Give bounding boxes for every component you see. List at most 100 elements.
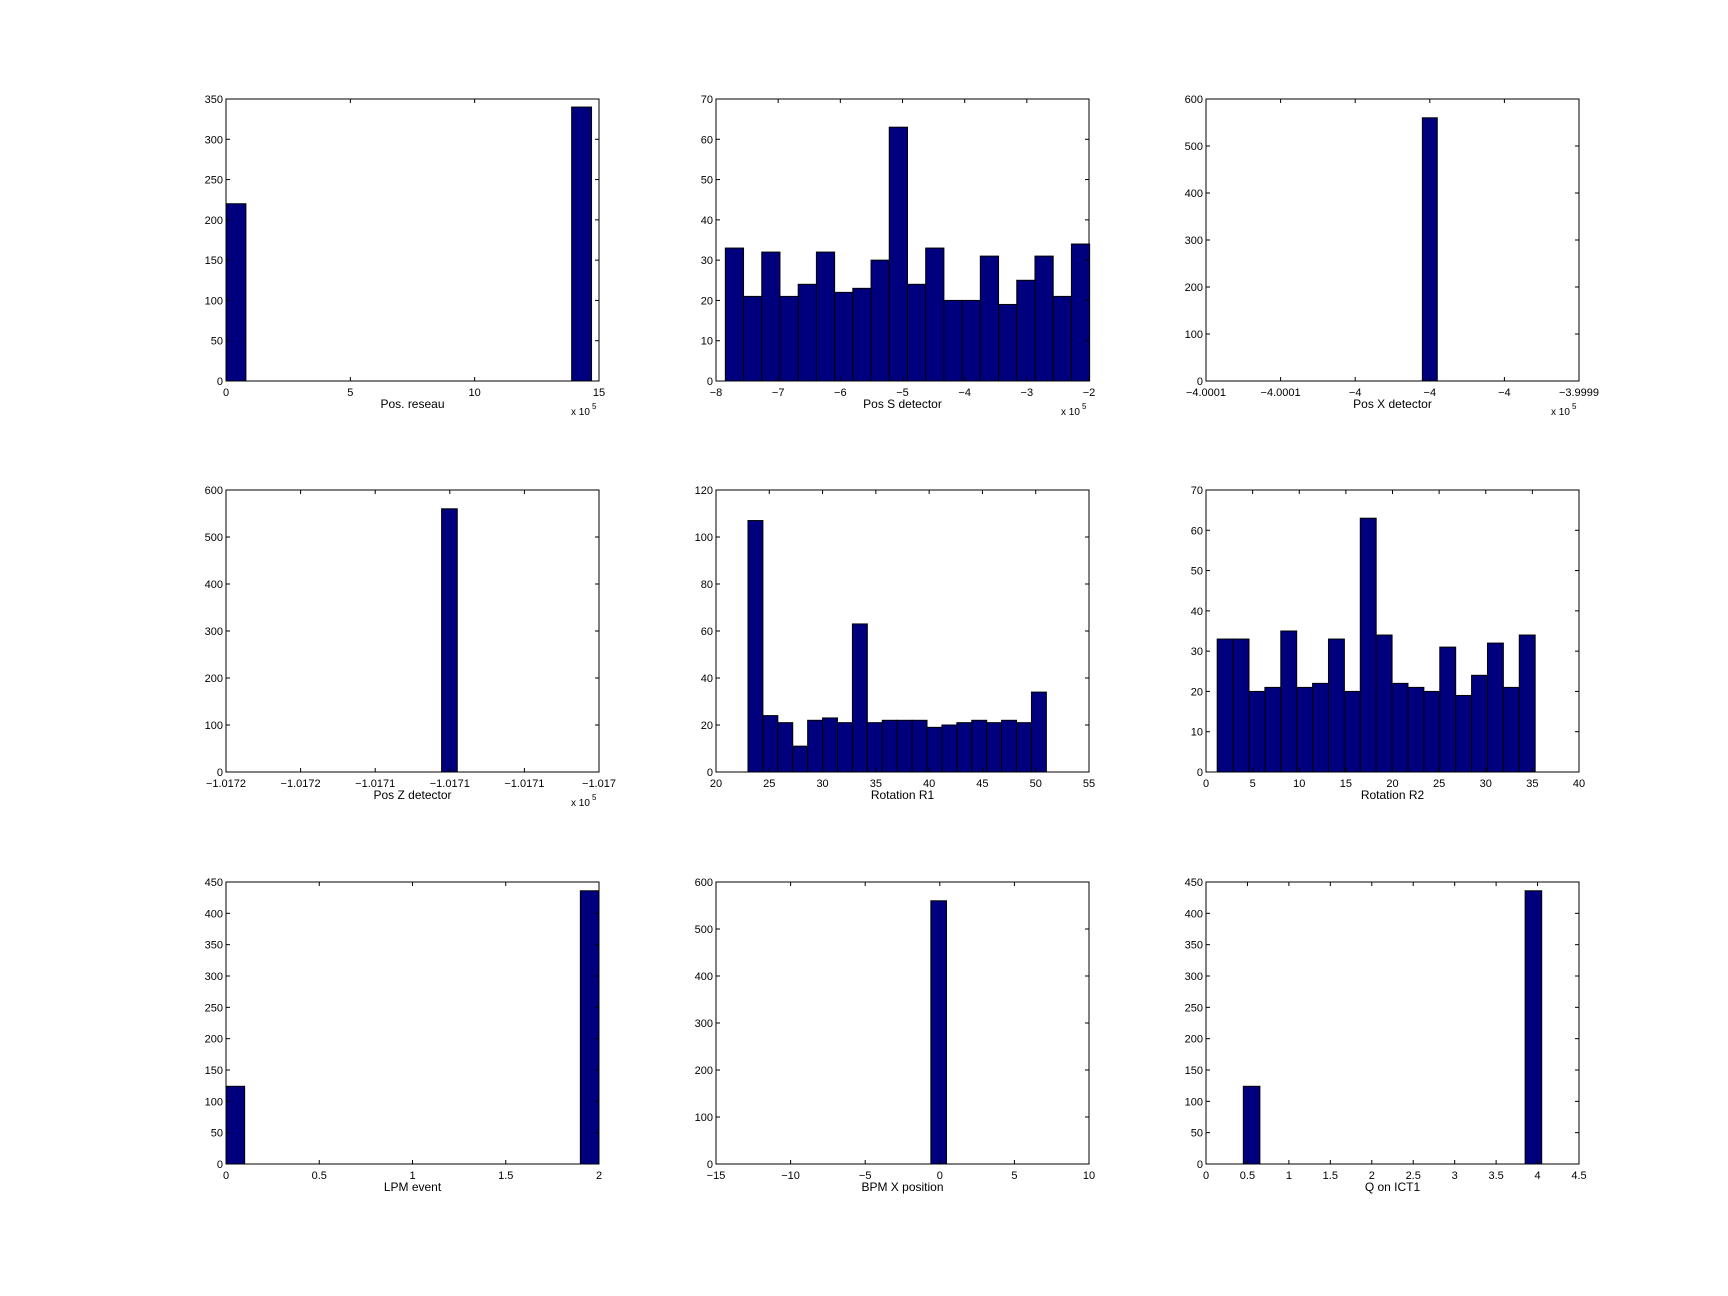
x-tick-label: 35: [870, 778, 882, 790]
y-tick-label: 600: [205, 485, 223, 497]
axes-frame: [715, 881, 1090, 1165]
x-axis-label: Rotation R2: [1361, 788, 1425, 802]
histogram-bar: [822, 717, 838, 773]
y-tick-label: 600: [695, 877, 713, 889]
histogram-bar: [1407, 686, 1425, 773]
histogram-bar: [881, 719, 898, 773]
y-tick-label: 50: [1191, 566, 1203, 578]
y-tick-label: 500: [205, 532, 223, 544]
x-tick-label: −1.0172: [281, 778, 321, 790]
y-tick-label: 100: [695, 532, 713, 544]
histogram-bar: [1343, 690, 1361, 773]
x-tick-label: −4: [1424, 387, 1437, 399]
histogram-bar: [1421, 117, 1438, 382]
y-tick-label: 450: [205, 877, 223, 889]
x-tick-label: −4.0001: [1186, 387, 1226, 399]
histogram-bar: [961, 299, 981, 382]
x-tick-label: 2: [596, 1170, 602, 1182]
x-exponent-power: 5: [592, 402, 597, 411]
y-tick-label: 40: [1191, 606, 1203, 618]
y-tick-label: 200: [1185, 282, 1203, 294]
histogram-bar: [1375, 634, 1393, 773]
x-tick-label: −15: [707, 1170, 726, 1182]
y-tick-label: 30: [1191, 646, 1203, 658]
histogram-bar: [1423, 690, 1441, 773]
x-tick-label: −1.0171: [504, 778, 544, 790]
x-tick-label: 40: [923, 778, 935, 790]
y-tick-label: 40: [701, 673, 713, 685]
y-tick-label: 0: [707, 1159, 713, 1171]
x-tick-label: 0: [937, 1170, 943, 1182]
x-axis-label: Pos X detector: [1353, 397, 1432, 411]
x-tick-label: 2.5: [1406, 1170, 1421, 1182]
histogram-bar: [807, 719, 824, 773]
x-tick-label: −6: [834, 387, 847, 399]
histogram-bar: [571, 106, 593, 382]
y-tick-label: 500: [695, 924, 713, 936]
y-tick-label: 150: [1185, 1065, 1203, 1077]
y-tick-label: 60: [701, 134, 713, 146]
x-tick-label: −1.0171: [430, 778, 470, 790]
y-tick-label: 200: [205, 673, 223, 685]
histogram-bar: [888, 126, 908, 382]
x-tick-label: 55: [1083, 778, 1095, 790]
histogram-bar: [792, 745, 809, 773]
histogram-bar: [866, 722, 883, 773]
y-tick-label: 250: [205, 175, 223, 187]
axes-frame: [1205, 98, 1580, 382]
x-tick-label: −4: [958, 387, 971, 399]
x-tick-label: 0: [223, 1170, 229, 1182]
y-tick-label: 0: [707, 767, 713, 779]
x-exponent-label: x 10: [571, 798, 590, 809]
x-tick-label: 35: [1526, 778, 1538, 790]
x-tick-label: −10: [781, 1170, 800, 1182]
x-tick-label: 0.5: [312, 1170, 327, 1182]
axes-frame: [225, 98, 600, 382]
y-tick-label: 300: [695, 1018, 713, 1030]
x-tick-label: −3: [1021, 387, 1034, 399]
x-tick-label: −8: [710, 387, 723, 399]
x-tick-label: 25: [763, 778, 775, 790]
x-tick-label: 40: [1573, 778, 1585, 790]
y-tick-label: 60: [701, 626, 713, 638]
y-tick-label: 10: [701, 336, 713, 348]
y-tick-label: 350: [205, 940, 223, 952]
y-tick-label: 100: [695, 1112, 713, 1124]
y-tick-label: 100: [205, 1096, 223, 1108]
y-tick-label: 0: [707, 376, 713, 388]
x-tick-label: 15: [593, 387, 605, 399]
x-tick-label: 3: [1452, 1170, 1458, 1182]
y-tick-label: 150: [205, 1065, 223, 1077]
x-axis-label: Q on ICT1: [1365, 1180, 1421, 1194]
histogram-bar: [1486, 642, 1504, 773]
histogram-bar: [1216, 638, 1234, 773]
histogram-bar: [225, 1085, 246, 1165]
y-tick-label: 50: [211, 336, 223, 348]
x-tick-label: 4: [1534, 1170, 1540, 1182]
histogram-bar: [925, 247, 945, 382]
y-tick-label: 300: [205, 134, 223, 146]
histogram-bar: [911, 719, 928, 773]
y-tick-label: 80: [701, 579, 713, 591]
histogram-bar: [1455, 694, 1473, 773]
histogram-bar: [779, 295, 799, 382]
histogram-bar: [777, 722, 794, 773]
histogram-bar: [1052, 295, 1072, 382]
histogram-bar: [1524, 890, 1543, 1165]
y-tick-label: 300: [1185, 971, 1203, 983]
x-tick-label: 5: [1011, 1170, 1017, 1182]
histogram-bar: [998, 303, 1018, 382]
x-axis-label: Pos S detector: [863, 397, 942, 411]
y-tick-label: 200: [695, 1065, 713, 1077]
y-tick-label: 200: [1185, 1034, 1203, 1046]
x-tick-label: 0: [1203, 778, 1209, 790]
histogram-bar: [1016, 722, 1032, 773]
histogram-bar: [906, 283, 927, 382]
x-tick-label: 20: [710, 778, 722, 790]
y-tick-label: 400: [205, 579, 223, 591]
histogram-bar: [1312, 682, 1329, 773]
histogram-bar: [1264, 686, 1282, 773]
y-tick-label: 250: [1185, 1002, 1203, 1014]
y-tick-label: 20: [1191, 686, 1203, 698]
histogram-bar: [896, 719, 913, 773]
